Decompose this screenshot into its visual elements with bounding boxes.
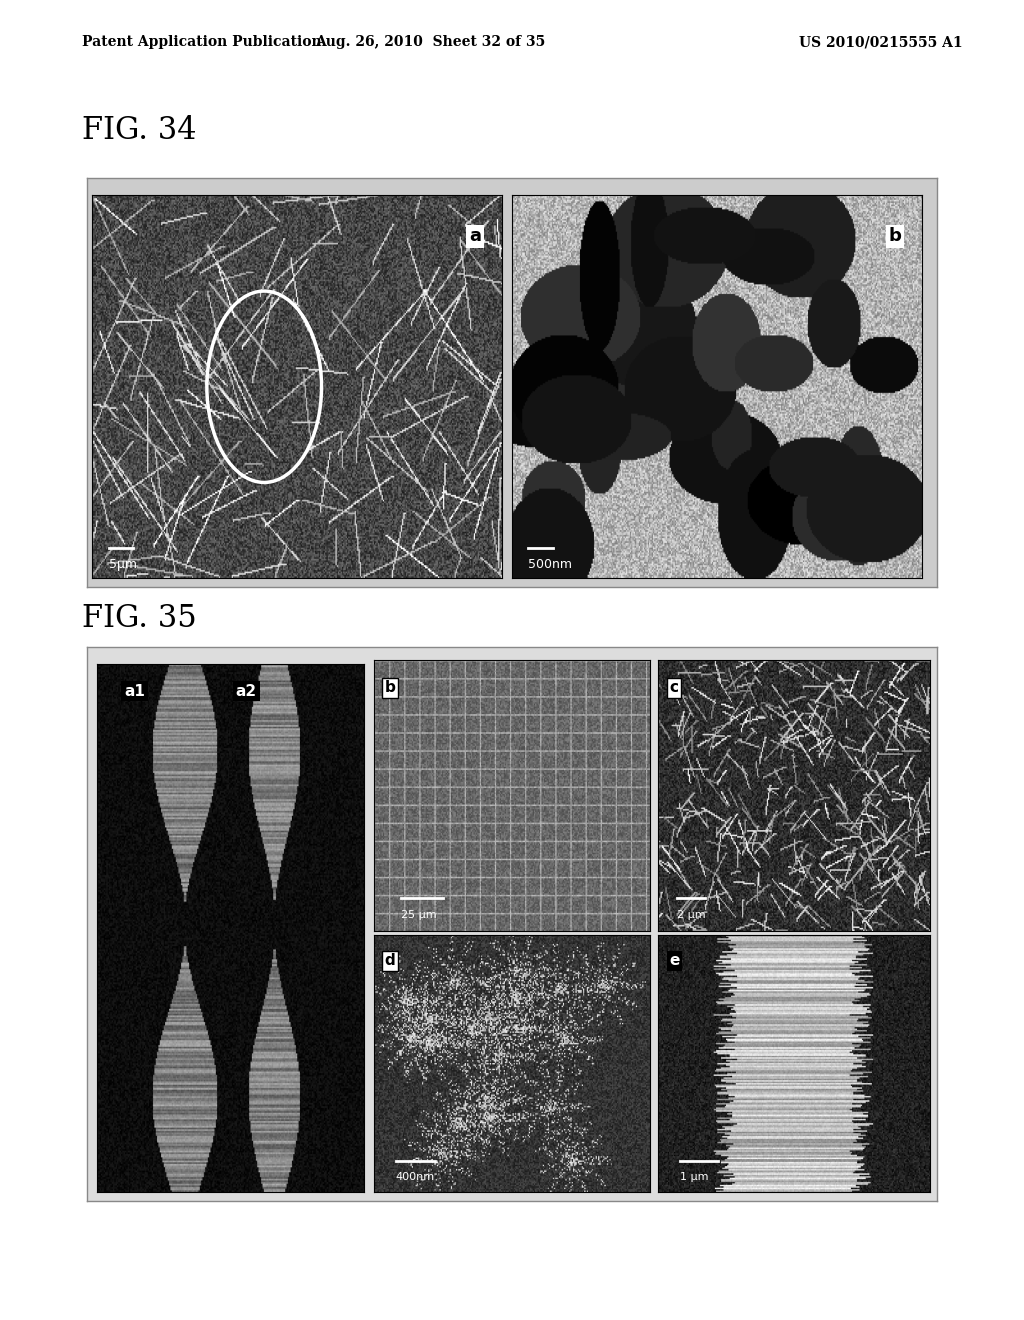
Text: b: b (889, 227, 902, 246)
Text: 25 μm: 25 μm (401, 909, 437, 920)
Text: Patent Application Publication: Patent Application Publication (82, 36, 322, 49)
Text: 1 μm: 1 μm (680, 1172, 709, 1181)
Text: Aug. 26, 2010  Sheet 32 of 35: Aug. 26, 2010 Sheet 32 of 35 (315, 36, 545, 49)
Text: FIG. 34: FIG. 34 (82, 115, 197, 145)
Text: a2: a2 (236, 684, 257, 698)
Text: d: d (385, 953, 395, 969)
Text: 2 μm: 2 μm (678, 909, 707, 920)
Text: 400nm: 400nm (396, 1172, 435, 1181)
Text: c: c (670, 681, 678, 696)
Text: 5μm: 5μm (109, 557, 136, 570)
Text: US 2010/0215555 A1: US 2010/0215555 A1 (799, 36, 963, 49)
Text: FIG. 35: FIG. 35 (82, 603, 197, 634)
Text: 500nm: 500nm (528, 557, 572, 570)
Text: a: a (469, 227, 481, 246)
Text: b: b (385, 681, 395, 696)
Text: e: e (670, 953, 680, 969)
Text: a1: a1 (124, 684, 144, 698)
